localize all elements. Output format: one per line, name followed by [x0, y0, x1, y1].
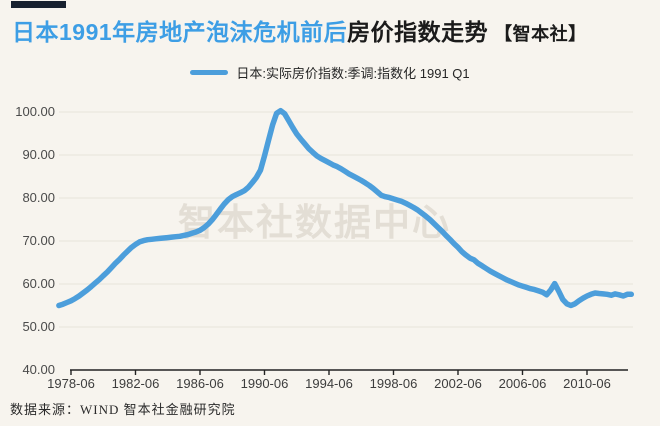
title-highlight: 日本1991年房地产泡沫危机前后: [12, 19, 348, 45]
y-tick-label: 40.00: [22, 362, 55, 377]
x-tick-label: 1994-06: [305, 376, 353, 391]
x-tick-label: 2010-06: [563, 376, 611, 391]
page-title: 日本1991年房地产泡沫危机前后房价指数走势 【智本社】: [12, 13, 587, 47]
y-tick-label: 80.00: [22, 190, 55, 205]
y-tick-label: 50.00: [22, 319, 55, 334]
x-tick-label: 1990-06: [240, 376, 289, 391]
y-tick-label: 60.00: [22, 276, 55, 291]
x-tick-label: 2006-06: [498, 376, 547, 391]
legend-line-swatch: [190, 69, 229, 75]
brand-badge: 【智本社】: [494, 24, 587, 44]
x-tick-label: 1998-06: [369, 376, 418, 391]
y-tick-label: 100.00: [15, 104, 55, 119]
x-tick-label: 2002-06: [434, 376, 482, 391]
y-tick-label: 90.00: [22, 147, 55, 162]
x-tick-label: 1978-06: [47, 376, 95, 391]
title-main: 房价指数走势: [347, 19, 489, 45]
y-tick-label: 70.00: [22, 233, 55, 248]
price-index-line: [56, 107, 635, 309]
x-tick-label: 1982-06: [111, 376, 160, 391]
legend: 日本:实际房价指数:季调:指数化 1991 Q1: [0, 62, 660, 82]
title-accent-bar: [11, 1, 66, 8]
legend-label: 日本:实际房价指数:季调:指数化 1991 Q1: [236, 65, 470, 81]
data-source: 数据来源：WIND 智本社金融研究院: [10, 402, 236, 417]
x-tick-label: 1986-06: [176, 376, 224, 391]
